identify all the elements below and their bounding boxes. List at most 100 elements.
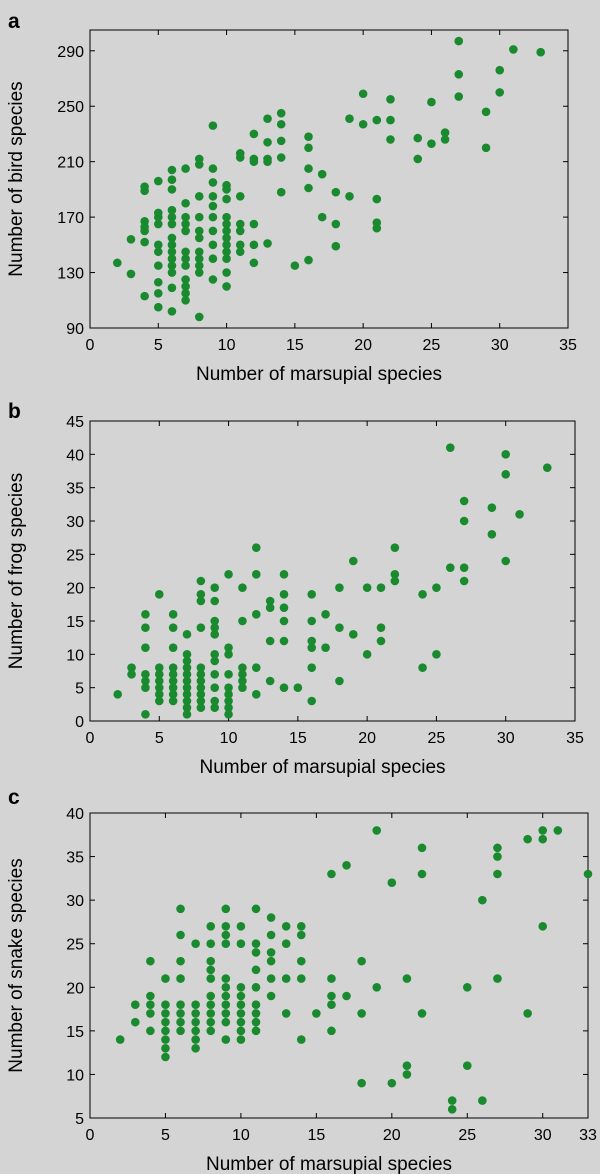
data-point bbox=[251, 543, 261, 552]
data-point bbox=[140, 291, 149, 301]
data-point bbox=[515, 510, 524, 519]
x-tick-label: 30 bbox=[491, 337, 509, 354]
data-point bbox=[196, 683, 206, 692]
data-point bbox=[265, 603, 275, 612]
data-point bbox=[459, 516, 469, 526]
panel-letter: a bbox=[8, 10, 20, 33]
data-point bbox=[538, 921, 548, 931]
data-point bbox=[206, 1009, 216, 1018]
data-point bbox=[317, 169, 327, 179]
x-tick-label: 35 bbox=[566, 730, 584, 747]
data-point bbox=[251, 904, 261, 914]
data-point bbox=[154, 663, 164, 672]
x-tick-label: 15 bbox=[286, 337, 304, 354]
data-point bbox=[176, 1017, 185, 1027]
data-point bbox=[224, 570, 233, 579]
data-point bbox=[478, 1096, 487, 1105]
data-point bbox=[222, 194, 231, 204]
data-point bbox=[168, 696, 178, 706]
data-point bbox=[191, 1000, 200, 1010]
data-point bbox=[167, 247, 177, 257]
data-point bbox=[182, 710, 192, 719]
data-point bbox=[266, 956, 276, 966]
y-tick-label: 15 bbox=[66, 614, 84, 631]
data-point bbox=[321, 610, 330, 619]
data-point bbox=[440, 135, 450, 144]
data-point bbox=[153, 208, 163, 218]
data-point bbox=[290, 261, 300, 270]
data-point bbox=[130, 1017, 140, 1027]
x-axis-title: Number of marsupial species bbox=[206, 1154, 452, 1174]
y-tick-label: 10 bbox=[66, 647, 84, 664]
data-point bbox=[167, 205, 177, 215]
data-point bbox=[427, 97, 436, 107]
data-point bbox=[182, 696, 192, 706]
data-point bbox=[327, 991, 336, 1001]
data-point bbox=[182, 683, 192, 692]
data-point bbox=[181, 289, 190, 298]
data-point bbox=[487, 503, 497, 512]
data-point bbox=[222, 240, 231, 250]
data-point bbox=[372, 982, 382, 992]
data-point bbox=[583, 869, 593, 879]
data-point bbox=[176, 974, 185, 983]
data-point bbox=[402, 1070, 412, 1079]
data-point bbox=[372, 826, 382, 835]
data-point bbox=[196, 690, 206, 699]
data-point bbox=[493, 852, 502, 861]
data-point bbox=[168, 623, 178, 632]
data-point bbox=[307, 643, 317, 652]
data-point bbox=[376, 583, 386, 592]
data-point bbox=[176, 904, 185, 914]
data-point bbox=[224, 696, 233, 706]
data-point bbox=[196, 576, 206, 586]
data-point bbox=[141, 683, 150, 692]
data-point bbox=[154, 670, 164, 679]
data-point bbox=[251, 1009, 261, 1018]
data-point bbox=[167, 175, 177, 184]
x-tick-label: 30 bbox=[534, 1127, 552, 1144]
data-point bbox=[296, 974, 306, 983]
data-point bbox=[372, 194, 382, 204]
data-point bbox=[478, 895, 487, 905]
data-point bbox=[154, 690, 164, 699]
data-point bbox=[224, 650, 233, 659]
data-point bbox=[358, 119, 368, 129]
plot-frame bbox=[89, 29, 569, 329]
data-point bbox=[307, 696, 317, 706]
data-point bbox=[224, 703, 233, 712]
data-point bbox=[362, 650, 372, 659]
data-point bbox=[432, 583, 441, 592]
data-point bbox=[235, 192, 245, 201]
data-point bbox=[222, 226, 231, 236]
x-tick-label: 10 bbox=[218, 337, 236, 354]
data-point bbox=[317, 212, 327, 222]
data-point bbox=[279, 683, 289, 692]
data-point bbox=[417, 1009, 427, 1018]
y-axis-title: Number of snake species bbox=[6, 858, 27, 1072]
data-point bbox=[296, 921, 306, 931]
data-point bbox=[445, 563, 455, 572]
data-point bbox=[153, 289, 163, 298]
data-point bbox=[348, 556, 358, 566]
y-tick-label: 130 bbox=[57, 266, 84, 283]
panel-letter: b bbox=[8, 400, 21, 423]
data-point bbox=[153, 247, 163, 257]
data-point bbox=[222, 282, 231, 291]
data-point bbox=[168, 683, 178, 692]
data-point bbox=[167, 254, 177, 263]
data-point bbox=[181, 219, 190, 229]
data-point bbox=[487, 530, 497, 539]
data-point bbox=[263, 137, 272, 147]
data-point bbox=[181, 164, 190, 173]
data-point bbox=[161, 1000, 170, 1010]
data-point bbox=[154, 683, 164, 692]
data-point bbox=[387, 878, 397, 888]
data-point bbox=[194, 233, 204, 243]
data-point bbox=[181, 261, 190, 270]
data-point bbox=[196, 596, 206, 606]
data-point bbox=[263, 239, 272, 248]
data-point bbox=[236, 1026, 246, 1036]
data-point bbox=[481, 143, 491, 153]
data-point bbox=[221, 1000, 231, 1010]
